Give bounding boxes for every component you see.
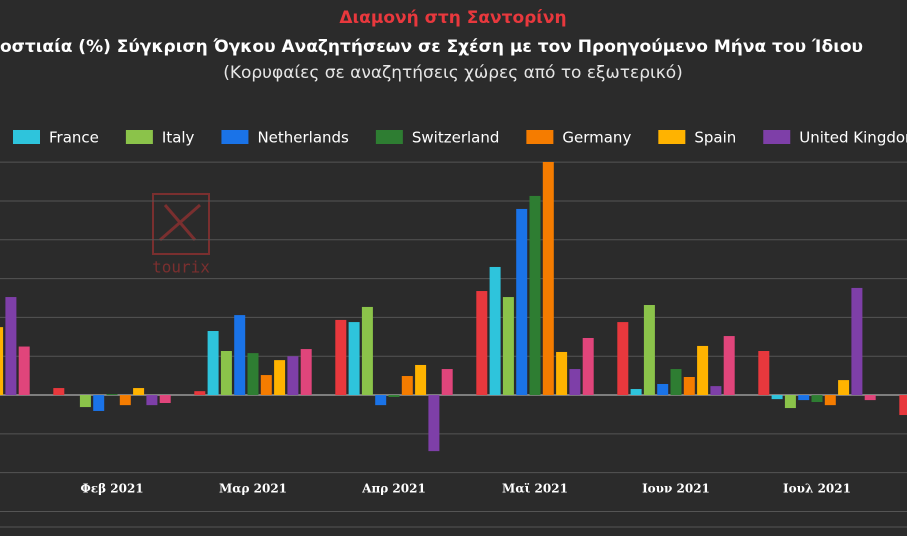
legend-swatch bbox=[526, 130, 554, 144]
bar bbox=[697, 345, 709, 396]
x-tick-label: Μαρ 2021 bbox=[219, 482, 287, 496]
legend-swatch bbox=[13, 130, 40, 144]
legend-swatch bbox=[375, 130, 403, 144]
bar bbox=[119, 395, 131, 406]
bar bbox=[5, 297, 17, 396]
bar bbox=[851, 287, 863, 396]
bar bbox=[53, 388, 65, 396]
legend-swatch bbox=[125, 130, 153, 144]
bar bbox=[824, 395, 836, 406]
watermark-logo: tourix bbox=[152, 193, 210, 277]
bar bbox=[617, 322, 629, 396]
bar bbox=[428, 395, 440, 452]
bar bbox=[441, 369, 453, 396]
legend-swatch bbox=[221, 130, 249, 144]
x-tick-label: Ιουλ 2021 bbox=[783, 482, 851, 496]
bar bbox=[300, 349, 312, 396]
bar bbox=[556, 351, 568, 396]
bar bbox=[348, 322, 360, 396]
bar bbox=[683, 376, 695, 396]
bar bbox=[899, 395, 907, 416]
bar bbox=[630, 389, 642, 396]
logo-frame bbox=[152, 193, 210, 255]
bar bbox=[838, 380, 850, 396]
bar bbox=[670, 369, 682, 396]
bar bbox=[771, 395, 783, 400]
bar bbox=[476, 291, 488, 396]
legend-swatch bbox=[763, 130, 791, 144]
legend-label: Switzerland bbox=[412, 129, 500, 147]
bar bbox=[287, 356, 299, 396]
chart-subtitle: οστιαία (%) Σύγκριση Όγκου Αναζητήσεων σ… bbox=[0, 37, 863, 57]
bar bbox=[415, 364, 427, 396]
chart-caption: (Κορυφαίες σε αναζητήσεις χώρες από το ε… bbox=[223, 63, 683, 83]
bar bbox=[784, 395, 796, 409]
bar bbox=[657, 383, 669, 396]
bar bbox=[643, 305, 655, 396]
bar bbox=[335, 319, 347, 396]
bar bbox=[93, 395, 105, 411]
bar bbox=[234, 315, 246, 396]
legend-label: Germany bbox=[562, 129, 631, 147]
bar bbox=[710, 386, 722, 396]
x-tick-label: Μαϊ 2021 bbox=[502, 482, 568, 496]
legend-label: Netherlands bbox=[257, 129, 349, 147]
bar bbox=[375, 395, 387, 406]
bar bbox=[194, 391, 206, 396]
bar bbox=[260, 375, 272, 396]
x-tick-label: Απρ 2021 bbox=[361, 482, 426, 496]
bar bbox=[798, 395, 810, 401]
x-tick-label: Φεβ 2021 bbox=[80, 482, 143, 496]
legend-label: France bbox=[49, 129, 99, 147]
bar bbox=[401, 376, 413, 396]
legend-label: United Kingdom bbox=[799, 129, 907, 147]
bar bbox=[388, 395, 400, 397]
bar bbox=[489, 266, 501, 396]
bar bbox=[542, 161, 554, 396]
x-tick-label: Ιουν 2021 bbox=[642, 482, 710, 496]
bar bbox=[207, 331, 219, 396]
bar bbox=[106, 394, 118, 396]
bar bbox=[502, 297, 514, 396]
bar bbox=[0, 327, 4, 396]
bar bbox=[758, 350, 770, 396]
bar bbox=[146, 395, 158, 406]
bar bbox=[220, 350, 232, 396]
bar bbox=[582, 337, 594, 396]
watermark-text: tourix bbox=[152, 258, 210, 277]
chart-title: Διαμονή στη Σαντορίνη bbox=[339, 8, 566, 28]
legend-label: Spain bbox=[694, 129, 736, 147]
bar bbox=[133, 388, 145, 396]
bar bbox=[18, 346, 30, 396]
legend-swatch bbox=[658, 130, 686, 144]
legend-label: Italy bbox=[162, 129, 195, 147]
bar bbox=[247, 353, 259, 396]
bar bbox=[864, 395, 876, 401]
bar bbox=[159, 395, 171, 404]
bar bbox=[274, 360, 286, 396]
logo-stroke bbox=[163, 204, 197, 241]
bar bbox=[723, 336, 735, 396]
bar bbox=[529, 195, 541, 396]
bar bbox=[361, 306, 373, 396]
bar bbox=[516, 208, 528, 396]
bar bbox=[79, 395, 91, 408]
bar bbox=[569, 369, 581, 396]
bar bbox=[811, 395, 823, 403]
